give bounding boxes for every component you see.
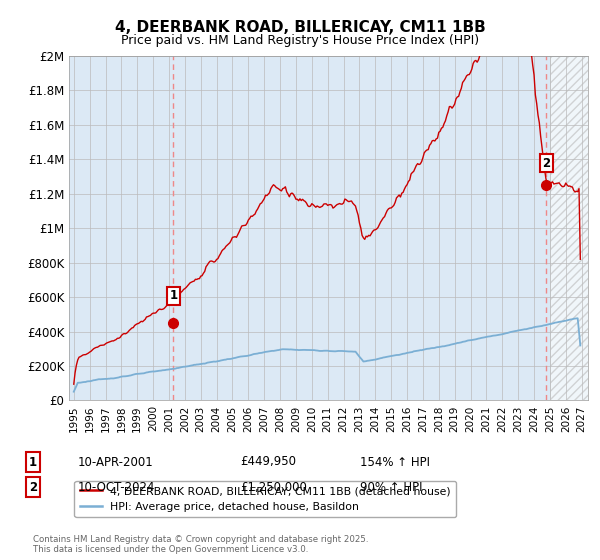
Text: 2: 2	[542, 157, 550, 170]
Text: 4, DEERBANK ROAD, BILLERICAY, CM11 1BB: 4, DEERBANK ROAD, BILLERICAY, CM11 1BB	[115, 20, 485, 35]
Text: £449,950: £449,950	[240, 455, 296, 469]
Bar	[550, 56, 591, 400]
Text: 1: 1	[29, 455, 37, 469]
Text: Contains HM Land Registry data © Crown copyright and database right 2025.
This d: Contains HM Land Registry data © Crown c…	[33, 535, 368, 554]
Text: Price paid vs. HM Land Registry's House Price Index (HPI): Price paid vs. HM Land Registry's House …	[121, 34, 479, 46]
Text: 2: 2	[29, 480, 37, 494]
Text: £1,250,000: £1,250,000	[240, 480, 307, 494]
Text: 10-APR-2001: 10-APR-2001	[78, 455, 154, 469]
Text: 90% ↑ HPI: 90% ↑ HPI	[360, 480, 422, 494]
Text: 154% ↑ HPI: 154% ↑ HPI	[360, 455, 430, 469]
Text: 10-OCT-2024: 10-OCT-2024	[78, 480, 155, 494]
Text: 1: 1	[169, 290, 178, 302]
Legend: 4, DEERBANK ROAD, BILLERICAY, CM11 1BB (detached house), HPI: Average price, det: 4, DEERBANK ROAD, BILLERICAY, CM11 1BB (…	[74, 481, 456, 517]
